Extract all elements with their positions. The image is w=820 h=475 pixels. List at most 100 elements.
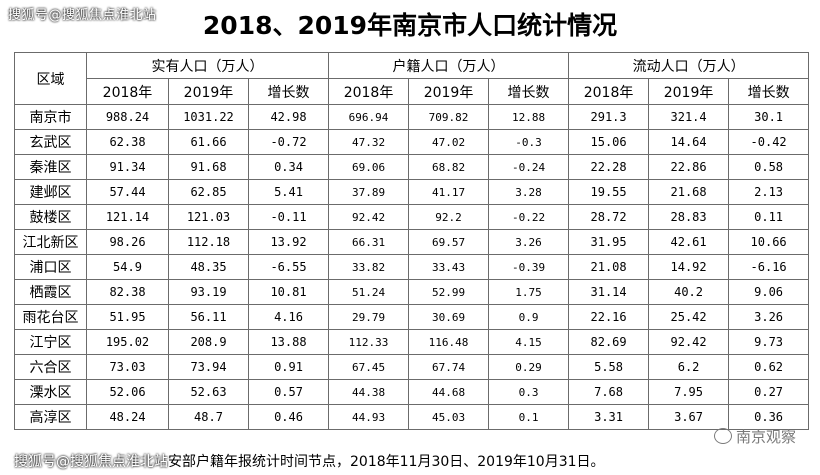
- value-cell: 3.28: [488, 179, 570, 205]
- value-cell: 0.29: [488, 354, 570, 380]
- value-cell: 40.2: [648, 279, 730, 305]
- value-cell: 112.33: [328, 329, 410, 355]
- value-cell: 52.06: [86, 379, 169, 405]
- value-cell: 48.35: [168, 254, 249, 280]
- value-cell: 2.13: [728, 179, 810, 205]
- footnote-watermark: 搜狐号@搜狐焦点淮北站: [14, 454, 168, 470]
- value-cell: 22.86: [648, 154, 730, 180]
- source-stamp: 南京观察: [713, 426, 796, 447]
- value-cell: 42.61: [648, 229, 730, 255]
- value-cell: 10.66: [728, 229, 810, 255]
- value-cell: 48.7: [168, 404, 249, 430]
- value-cell: 7.68: [568, 379, 650, 405]
- value-cell: 208.9: [168, 329, 249, 355]
- value-cell: 195.02: [86, 329, 169, 355]
- value-cell: 52.99: [408, 279, 490, 305]
- header-row-groups: 区域 实有人口（万人） 户籍人口（万人） 流动人口（万人）: [14, 52, 810, 105]
- table-row: 栖霞区 82.38 93.19 10.81 51.24 52.99 1.75 31.14 40.…: [14, 279, 810, 305]
- header-region: 区域: [14, 52, 87, 105]
- value-cell: 0.3: [488, 379, 570, 405]
- value-cell: -0.11: [247, 204, 330, 230]
- value-cell: 9.73: [728, 329, 810, 355]
- page-title: 2018、2019年南京市人口统计情况: [202, 11, 618, 40]
- stamp-label: 南京观察: [735, 428, 796, 446]
- value-cell: 25.42: [648, 304, 730, 330]
- table-row: 溧水区 52.06 52.63 0.57 44.38 44.68 0.3 7.68 7.95 0.…: [14, 379, 810, 405]
- value-cell: 30.1: [728, 104, 810, 130]
- region-cell: 玄武区: [14, 129, 87, 155]
- value-cell: 73.03: [86, 354, 169, 380]
- region-cell: 江北新区: [14, 229, 87, 255]
- header-2018: 2018年: [568, 78, 650, 105]
- value-cell: 47.32: [328, 129, 410, 155]
- value-cell: 14.92: [648, 254, 730, 280]
- value-cell: 28.72: [568, 204, 650, 230]
- value-cell: 33.43: [408, 254, 490, 280]
- value-cell: 709.82: [408, 104, 490, 130]
- header-group-floating: 流动人口（万人）: [568, 52, 810, 79]
- table-row: 高淳区 48.24 48.7 0.46 44.93 45.03 0.1 3.31 3.67 0.3…: [14, 404, 810, 430]
- value-cell: 14.64: [648, 129, 730, 155]
- value-cell: -0.72: [247, 129, 330, 155]
- value-cell: 92.42: [648, 329, 730, 355]
- region-cell: 江宁区: [14, 329, 87, 355]
- value-cell: 61.66: [168, 129, 249, 155]
- value-cell: 13.92: [247, 229, 330, 255]
- value-cell: 62.85: [168, 179, 249, 205]
- value-cell: 44.68: [408, 379, 490, 405]
- value-cell: 47.02: [408, 129, 490, 155]
- region-cell: 六合区: [14, 354, 87, 380]
- value-cell: 1031.22: [168, 104, 249, 130]
- value-cell: 69.06: [328, 154, 410, 180]
- footnote-text: 安部户籍年报统计时间节点，2018年11月30日、2019年10月31日。: [168, 454, 605, 470]
- value-cell: 121.14: [86, 204, 169, 230]
- value-cell: 57.44: [86, 179, 169, 205]
- value-cell: 0.9: [488, 304, 570, 330]
- header-2019: 2019年: [168, 78, 249, 105]
- value-cell: 3.67: [648, 404, 730, 430]
- value-cell: 42.98: [247, 104, 330, 130]
- value-cell: 44.93: [328, 404, 410, 430]
- value-cell: 0.58: [728, 154, 810, 180]
- value-cell: 0.91: [247, 354, 330, 380]
- value-cell: 66.31: [328, 229, 410, 255]
- value-cell: 3.26: [488, 229, 570, 255]
- region-cell: 浦口区: [14, 254, 87, 280]
- value-cell: -0.24: [488, 154, 570, 180]
- value-cell: 29.79: [328, 304, 410, 330]
- value-cell: 22.16: [568, 304, 650, 330]
- value-cell: 62.38: [86, 129, 169, 155]
- value-cell: 28.83: [648, 204, 730, 230]
- value-cell: 7.95: [648, 379, 730, 405]
- region-cell: 建邺区: [14, 179, 87, 205]
- value-cell: 69.57: [408, 229, 490, 255]
- value-cell: 48.24: [86, 404, 169, 430]
- value-cell: 45.03: [408, 404, 490, 430]
- header-2018: 2018年: [328, 78, 410, 105]
- header-growth: 增长数: [728, 78, 810, 105]
- value-cell: 291.3: [568, 104, 650, 130]
- value-cell: 1.75: [488, 279, 570, 305]
- table-row: 玄武区 62.38 61.66 -0.72 47.32 47.02 -0.3 15.06 14.…: [14, 129, 810, 155]
- region-cell: 秦淮区: [14, 154, 87, 180]
- value-cell: 116.48: [408, 329, 490, 355]
- value-cell: 41.17: [408, 179, 490, 205]
- value-cell: 13.88: [247, 329, 330, 355]
- value-cell: 5.41: [247, 179, 330, 205]
- value-cell: 12.88: [488, 104, 570, 130]
- header-growth: 增长数: [247, 78, 330, 105]
- table-row: 南京市 988.24 1031.22 42.98 696.94 709.82 12.88 29…: [14, 104, 810, 130]
- value-cell: 73.94: [168, 354, 249, 380]
- value-cell: 37.89: [328, 179, 410, 205]
- value-cell: 31.14: [568, 279, 650, 305]
- value-cell: 121.03: [168, 204, 249, 230]
- region-cell: 雨花台区: [14, 304, 87, 330]
- region-cell: 鼓楼区: [14, 204, 87, 230]
- value-cell: 0.27: [728, 379, 810, 405]
- value-cell: 51.95: [86, 304, 169, 330]
- value-cell: 988.24: [86, 104, 169, 130]
- value-cell: 21.08: [568, 254, 650, 280]
- watermark: 搜狐号@搜狐焦点淮北站: [8, 8, 157, 23]
- table-row: 浦口区 54.9 48.35 -6.55 33.82 33.43 -0.39 21.08 14.…: [14, 254, 810, 280]
- value-cell: 15.06: [568, 129, 650, 155]
